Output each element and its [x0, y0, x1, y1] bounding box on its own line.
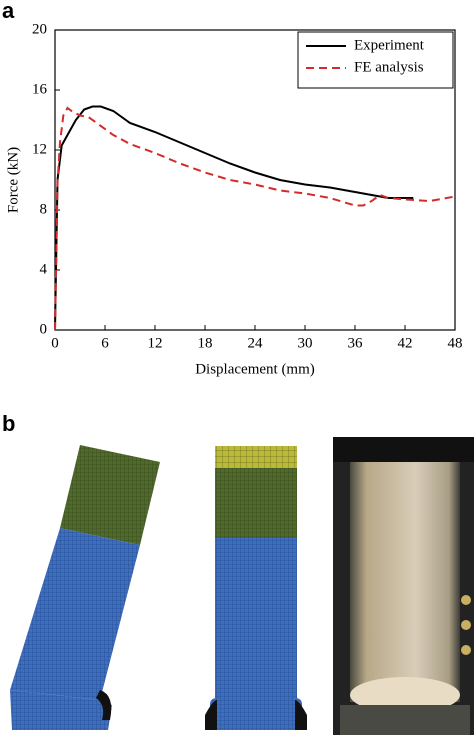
- x-axis-label: Displacement (mm): [195, 361, 315, 377]
- data-line: [54, 105, 414, 331]
- y-tick-label: 16: [32, 81, 48, 97]
- legend-box: [297, 31, 454, 89]
- panel-label: a: [2, 0, 15, 23]
- x-tick-label: 30: [298, 335, 313, 351]
- y-tick-label: 0: [40, 321, 48, 337]
- y-tick-label: 12: [32, 141, 47, 157]
- x-tick-label: 12: [148, 335, 163, 351]
- data-line: [54, 106, 456, 331]
- fe-model-straight: [205, 446, 307, 730]
- y-tick-label: 4: [40, 261, 48, 277]
- legend-label: Experiment: [354, 37, 425, 53]
- x-tick-label: 36: [348, 335, 364, 351]
- y-tick-label: 8: [40, 201, 48, 217]
- y-axis-label: Force (kN): [5, 147, 21, 213]
- panel-label: b: [2, 411, 15, 436]
- experiment-photo: [333, 437, 474, 735]
- fe-model-tilted: [10, 445, 160, 730]
- y-tick-label: 20: [32, 21, 47, 37]
- legend-label: FE analysis: [354, 59, 424, 75]
- x-tick-label: 18: [198, 335, 213, 351]
- x-tick-label: 0: [51, 335, 59, 351]
- x-tick-label: 42: [398, 335, 413, 351]
- x-tick-label: 24: [248, 335, 264, 351]
- x-tick-label: 6: [101, 335, 109, 351]
- x-tick-label: 48: [448, 335, 463, 351]
